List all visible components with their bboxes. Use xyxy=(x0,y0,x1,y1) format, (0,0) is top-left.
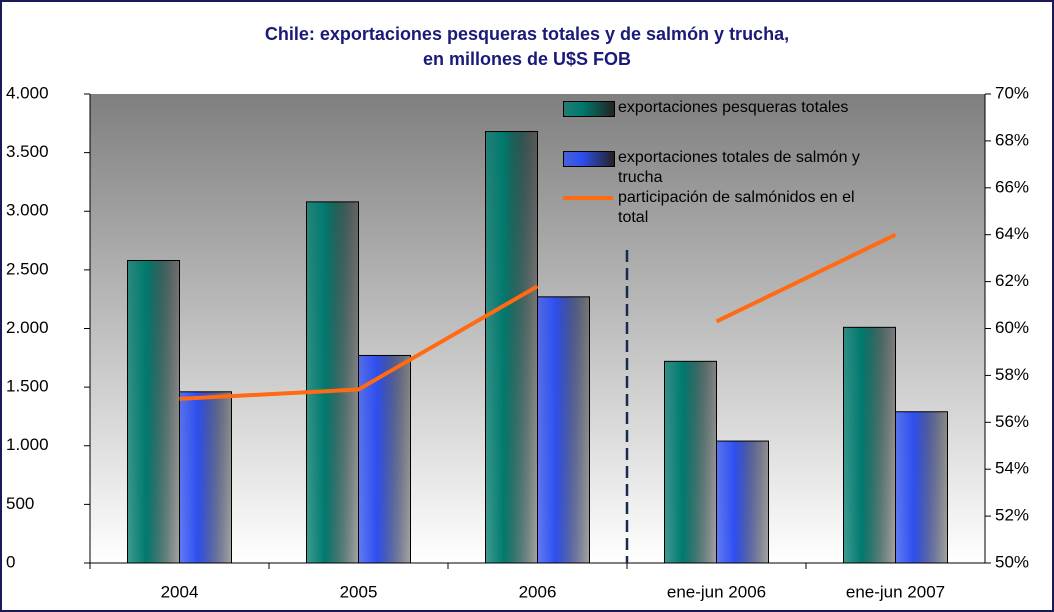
bar xyxy=(895,411,948,564)
y-tick-label: 3.500 xyxy=(6,142,49,161)
legend-item: exportaciones pesqueras totales xyxy=(560,98,948,118)
y2-tick-label: 60% xyxy=(995,318,1029,337)
chart-title: Chile: exportaciones pesqueras totales y… xyxy=(265,24,789,44)
y-tick-label: 500 xyxy=(6,494,34,513)
y-tick-label: 4.000 xyxy=(6,83,49,102)
bar xyxy=(306,201,359,564)
x-tick-label: ene-jun 2006 xyxy=(667,582,766,601)
bar xyxy=(127,259,180,564)
bar xyxy=(843,326,896,564)
chart-subtitle: en millones de U$S FOB xyxy=(423,49,631,69)
y-tick-label: 0 xyxy=(6,552,15,571)
x-tick-label: 2004 xyxy=(161,582,199,601)
y2-tick-label: 68% xyxy=(995,130,1029,149)
y2-tick-label: 50% xyxy=(995,552,1029,571)
legend-swatch xyxy=(563,196,613,200)
bar xyxy=(485,131,538,564)
y-tick-label: 3.000 xyxy=(6,201,49,220)
y-tick-label: 2.500 xyxy=(6,259,49,278)
y-tick-label: 1.000 xyxy=(6,435,49,454)
legend-item: participación de salmónidos en el total xyxy=(560,188,888,228)
legend-label: exportaciones totales de salmón y trucha xyxy=(618,149,860,186)
y2-tick-label: 70% xyxy=(995,83,1029,102)
legend: exportaciones pesqueras totales exportaci… xyxy=(560,98,950,228)
x-tick-label: 2006 xyxy=(519,582,557,601)
bar xyxy=(664,360,717,564)
legend-swatch xyxy=(563,151,615,167)
legend-item: exportaciones totales de salmón y trucha xyxy=(560,148,888,188)
bar xyxy=(537,296,590,564)
x-tick-label: 2005 xyxy=(340,582,378,601)
y2-tick-label: 62% xyxy=(995,271,1029,290)
bar xyxy=(716,440,769,564)
legend-label: exportaciones pesqueras totales xyxy=(618,99,849,116)
line xyxy=(715,232,897,324)
bar xyxy=(358,354,411,564)
y2-tick-label: 58% xyxy=(995,365,1029,384)
y2-tick-label: 52% xyxy=(995,506,1029,525)
line xyxy=(179,284,539,401)
y2-tick-label: 66% xyxy=(995,177,1029,196)
legend-label: participación de salmónidos en el total xyxy=(618,189,855,226)
bar xyxy=(179,391,232,564)
y-tick-label: 2.000 xyxy=(6,318,49,337)
legend-swatch xyxy=(563,101,615,117)
y2-tick-label: 64% xyxy=(995,224,1029,243)
y-tick-label: 1.500 xyxy=(6,377,49,396)
x-tick-label: ene-jun 2007 xyxy=(846,582,945,601)
y2-tick-label: 54% xyxy=(995,459,1029,478)
y2-tick-label: 56% xyxy=(995,412,1029,431)
